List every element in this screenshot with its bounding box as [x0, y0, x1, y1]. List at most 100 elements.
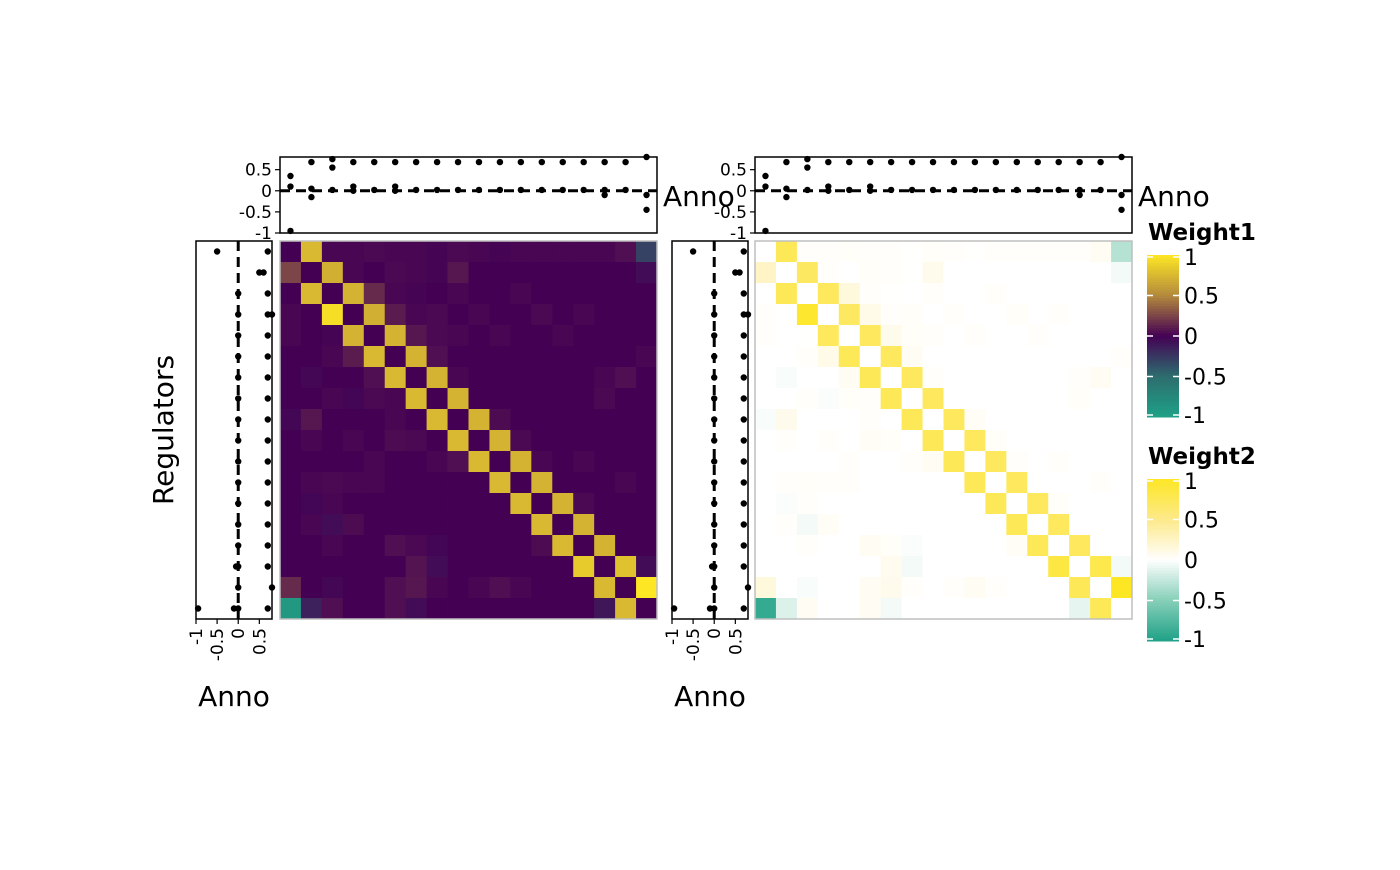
heatmap-cell [342, 325, 365, 347]
heatmap-cell [901, 556, 923, 578]
left-annotation-point [711, 605, 718, 612]
heatmap-cell [796, 241, 819, 263]
heatmap-cell [636, 472, 658, 494]
top-annotation-point [1097, 158, 1104, 166]
top-annotation-point [1118, 206, 1125, 213]
heatmap-cell [363, 514, 386, 536]
heatmap-cell [838, 535, 861, 557]
heatmap-cell [922, 409, 944, 431]
left-annotation-point [689, 248, 697, 255]
heatmap-cell [1111, 409, 1133, 431]
heatmap-cell [300, 493, 323, 515]
heatmap-cell [1048, 472, 1070, 494]
heatmap-cell [859, 598, 882, 620]
legend-color-step [1147, 527, 1179, 531]
left-annotation-point [711, 395, 718, 402]
heatmap-cell [573, 283, 595, 305]
top-annotation-point [992, 186, 1000, 194]
heatmap-cell [901, 325, 923, 347]
heatmap-cell [1027, 472, 1049, 494]
heatmap-cell [489, 346, 511, 368]
heatmap-cell [1111, 346, 1133, 368]
heatmap-cell [985, 346, 1007, 368]
heatmap-cell [964, 325, 986, 347]
legend-color-step [1147, 317, 1179, 321]
heatmap-cell [510, 535, 532, 557]
heatmap-cell [384, 388, 407, 410]
heatmap-cell [552, 577, 574, 599]
heatmap-cell [552, 430, 574, 452]
heatmap-cell [489, 535, 511, 557]
heatmap-cell [796, 325, 819, 347]
left-annotation-point [264, 332, 271, 339]
heatmap-cell [1111, 451, 1133, 473]
heatmap-cell [796, 346, 819, 368]
legend-color-step [1147, 503, 1179, 507]
heatmap-cell [775, 577, 798, 599]
heatmap-cell [755, 325, 777, 347]
heatmap-cell [552, 325, 574, 347]
legend-color-step [1147, 400, 1179, 404]
heatmap-cell [1048, 325, 1070, 347]
heatmap-cell [922, 451, 944, 473]
heatmap-cell [1090, 304, 1112, 326]
heatmap-cell [880, 346, 903, 368]
heatmap-cell [573, 556, 595, 578]
heatmap-cell [922, 241, 944, 263]
heatmap-cell [838, 367, 861, 389]
legend-color-step [1147, 352, 1179, 356]
heatmap-cell [775, 409, 798, 431]
heatmap-cell [1111, 283, 1133, 305]
heatmap-cell [280, 241, 302, 263]
top-annotation-point [866, 183, 874, 190]
heatmap-cell [901, 304, 923, 326]
heatmap-cell [922, 577, 944, 599]
heatmap-cell [405, 535, 428, 557]
legend-color-step [1147, 635, 1179, 639]
top-annotation-point [454, 158, 462, 166]
top-annotation-point [475, 158, 483, 166]
legend-color-step [1147, 573, 1179, 577]
heatmap-cell [901, 283, 923, 305]
heatmap-cell [594, 472, 616, 494]
legend-color-step [1147, 592, 1179, 596]
heatmap-cell [636, 598, 658, 620]
top-annotation-point [1013, 158, 1021, 166]
heatmap-cell [1069, 451, 1091, 473]
heatmap-cell [859, 325, 882, 347]
heatmap-cell [300, 556, 323, 578]
legend-tick-label: 0.5 [1184, 285, 1219, 310]
top-annotation-point [1076, 158, 1083, 166]
top-annotation-point [804, 164, 811, 171]
heatmap-cell [447, 472, 469, 494]
heatmap-cell [901, 535, 923, 557]
heatmap-cell [552, 283, 574, 305]
legend-color-step [1147, 381, 1179, 386]
heatmap-cell [943, 598, 965, 620]
heatmap-cell [363, 304, 386, 326]
legend-tick-label: -0.5 [1184, 366, 1227, 391]
heatmap-cell [755, 535, 777, 557]
top-annotation-point [950, 186, 958, 194]
top-annotation-point [517, 186, 525, 194]
left-annotation-point [235, 542, 242, 549]
heatmap-cell [985, 472, 1007, 494]
heatmap-cell [447, 598, 469, 620]
heatmap-cell [468, 388, 490, 410]
heatmap-cell [964, 493, 986, 515]
legend-color-step [1147, 603, 1179, 607]
heatmap-cell [510, 262, 532, 284]
heatmap-cell [426, 367, 448, 389]
heatmap-cell [280, 598, 302, 620]
heatmap-cell [1027, 262, 1049, 284]
top-tick-label: -0.5 [239, 203, 272, 223]
legend-color-step [1147, 565, 1179, 569]
legend-color-step [1147, 481, 1179, 485]
heatmap-cell [636, 304, 658, 326]
top-annotation-point [1076, 191, 1083, 199]
heatmap-cell [1069, 262, 1091, 284]
heatmap-cell [775, 514, 798, 536]
legend-color-step [1147, 379, 1179, 383]
heatmap-cell [384, 367, 407, 389]
